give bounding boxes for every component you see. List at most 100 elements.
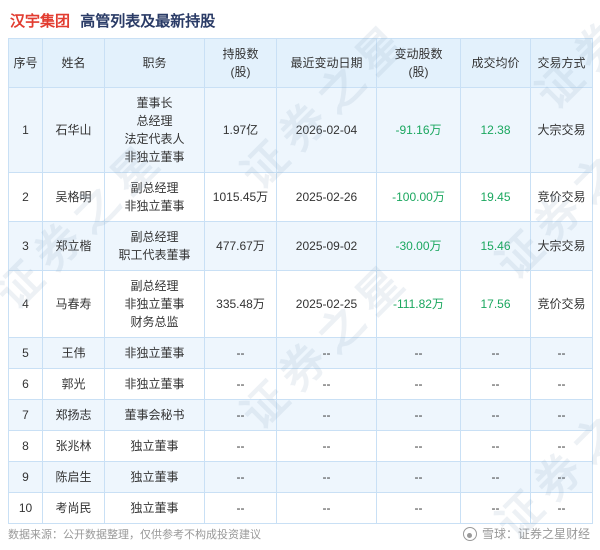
table-body: 1 石华山 董事长 总经理 法定代表人 非独立董事 1.97亿 2026-02-04 -9… bbox=[8, 87, 593, 524]
table-cell: -- bbox=[204, 368, 277, 400]
table-cell: -- bbox=[204, 461, 277, 493]
table-cell: -- bbox=[530, 337, 593, 369]
column-header: 交易方式 bbox=[530, 38, 593, 88]
table-row: 1 石华山 董事长 总经理 法定代表人 非独立董事 1.97亿 2026-02-04 -9… bbox=[8, 87, 593, 173]
table-cell: -- bbox=[460, 461, 531, 493]
table-cell: 副总经理 非独立董事 bbox=[104, 172, 205, 222]
table-cell: -- bbox=[276, 368, 377, 400]
table-cell: 考尚民 bbox=[42, 492, 105, 524]
table-cell: -- bbox=[376, 461, 461, 493]
table-cell: 副总经理 非独立董事 财务总监 bbox=[104, 270, 205, 338]
table-cell: 1015.45万 bbox=[204, 172, 277, 222]
table-cell: -- bbox=[530, 492, 593, 524]
table-cell: 6 bbox=[8, 368, 43, 400]
table-cell: -- bbox=[204, 492, 277, 524]
column-header: 持股数 (股) bbox=[204, 38, 277, 88]
table-row: 5 王伟 非独立董事 -- -- -- -- -- bbox=[8, 337, 593, 369]
table-cell: -- bbox=[276, 461, 377, 493]
table-cell: 3 bbox=[8, 221, 43, 271]
table-cell: -- bbox=[204, 430, 277, 462]
table-cell: -- bbox=[276, 430, 377, 462]
table-cell: 马春寿 bbox=[42, 270, 105, 338]
xueqiu-logo-icon bbox=[462, 526, 477, 541]
table-cell: 非独立董事 bbox=[104, 368, 205, 400]
table-cell: -- bbox=[530, 430, 593, 462]
table-row: 2 吴格明 副总经理 非独立董事 1015.45万 2025-02-26 -100.00万… bbox=[8, 172, 593, 222]
table-cell: -- bbox=[376, 430, 461, 462]
table-cell: 9 bbox=[8, 461, 43, 493]
table-row: 7 郑扬志 董事会秘书 -- -- -- -- -- bbox=[8, 399, 593, 431]
table-cell: -100.00万 bbox=[376, 172, 461, 222]
table-cell: 大宗交易 bbox=[530, 221, 593, 271]
table-cell: 2026-02-04 bbox=[276, 87, 377, 173]
page-title: 汉宇集团 高管列表及最新持股 bbox=[10, 10, 215, 31]
table-cell: -- bbox=[276, 337, 377, 369]
table-cell: 副总经理 职工代表董事 bbox=[104, 221, 205, 271]
table-cell: 335.48万 bbox=[204, 270, 277, 338]
table-cell: 12.38 bbox=[460, 87, 531, 173]
table-cell: 董事长 总经理 法定代表人 非独立董事 bbox=[104, 87, 205, 173]
table-row: 3 郑立楷 副总经理 职工代表董事 477.67万 2025-09-02 -30.00万 1… bbox=[8, 221, 593, 271]
table-cell: 4 bbox=[8, 270, 43, 338]
table-cell: -- bbox=[530, 368, 593, 400]
brand-text: 雪球：证券之星财经 bbox=[481, 527, 590, 541]
table-cell: 大宗交易 bbox=[530, 87, 593, 173]
column-header: 变动股数 (股) bbox=[376, 38, 461, 88]
table-cell: 独立董事 bbox=[104, 461, 205, 493]
title-subtitle: 高管列表及最新持股 bbox=[80, 13, 216, 30]
table-cell: 竞价交易 bbox=[530, 172, 593, 222]
table-row: 6 郭光 非独立董事 -- -- -- -- -- bbox=[8, 368, 593, 400]
table-row: 4 马春寿 副总经理 非独立董事 财务总监 335.48万 2025-02-25 -111… bbox=[8, 270, 593, 338]
table-cell: 15.46 bbox=[460, 221, 531, 271]
table-cell: 2025-02-26 bbox=[276, 172, 377, 222]
table-cell: -- bbox=[460, 368, 531, 400]
table-cell: 竞价交易 bbox=[530, 270, 593, 338]
table-cell: 1 bbox=[8, 87, 43, 173]
table-row: 10 考尚民 独立董事 -- -- -- -- -- bbox=[8, 492, 593, 524]
data-source-note: 数据来源：公开数据整理，仅供参考不构成投资建议 bbox=[8, 528, 261, 541]
table-cell: 2 bbox=[8, 172, 43, 222]
table-cell: -- bbox=[376, 399, 461, 431]
table-cell: 郭光 bbox=[42, 368, 105, 400]
holdings-table: 序号 姓名 职务 持股数 (股) 最近变动日期 变动股数 (股) 成交均价 交易方式 1 石华山… bbox=[8, 38, 593, 524]
table-row: 8 张兆林 独立董事 -- -- -- -- -- bbox=[8, 430, 593, 462]
table-cell: 吴格明 bbox=[42, 172, 105, 222]
table-cell: -- bbox=[530, 461, 593, 493]
table-cell: -- bbox=[530, 399, 593, 431]
column-header: 姓名 bbox=[42, 38, 105, 88]
table-cell: -30.00万 bbox=[376, 221, 461, 271]
table-cell: -111.82万 bbox=[376, 270, 461, 338]
table-cell: -- bbox=[460, 492, 531, 524]
brand: 雪球：证券之星财经 bbox=[462, 525, 590, 542]
table-cell: 郑立楷 bbox=[42, 221, 105, 271]
table-cell: 王伟 bbox=[42, 337, 105, 369]
table-cell: -- bbox=[204, 399, 277, 431]
column-header: 序号 bbox=[8, 38, 43, 88]
table-header-row: 序号 姓名 职务 持股数 (股) 最近变动日期 变动股数 (股) 成交均价 交易方式 bbox=[8, 38, 593, 88]
table-cell: -- bbox=[460, 399, 531, 431]
table-cell: -- bbox=[376, 337, 461, 369]
table-cell: 7 bbox=[8, 399, 43, 431]
table-cell: 张兆林 bbox=[42, 430, 105, 462]
table-cell: 2025-09-02 bbox=[276, 221, 377, 271]
table-cell: -- bbox=[376, 492, 461, 524]
table-cell: 8 bbox=[8, 430, 43, 462]
table-cell: -- bbox=[376, 368, 461, 400]
table-cell: 2025-02-25 bbox=[276, 270, 377, 338]
table-cell: -- bbox=[204, 337, 277, 369]
company-name: 汉宇集团 bbox=[10, 13, 71, 30]
column-header: 成交均价 bbox=[460, 38, 531, 88]
table-cell: 独立董事 bbox=[104, 430, 205, 462]
table-cell: 郑扬志 bbox=[42, 399, 105, 431]
table-cell: 独立董事 bbox=[104, 492, 205, 524]
table-cell: 石华山 bbox=[42, 87, 105, 173]
table-cell: -- bbox=[460, 337, 531, 369]
table-cell: -- bbox=[276, 399, 377, 431]
footer: 数据来源：公开数据整理，仅供参考不构成投资建议 雪球：证券之星财经 bbox=[8, 525, 590, 542]
table-cell: 19.45 bbox=[460, 172, 531, 222]
table-cell: 5 bbox=[8, 337, 43, 369]
table-cell: 477.67万 bbox=[204, 221, 277, 271]
table-cell: 陈启生 bbox=[42, 461, 105, 493]
table-cell: -- bbox=[276, 492, 377, 524]
